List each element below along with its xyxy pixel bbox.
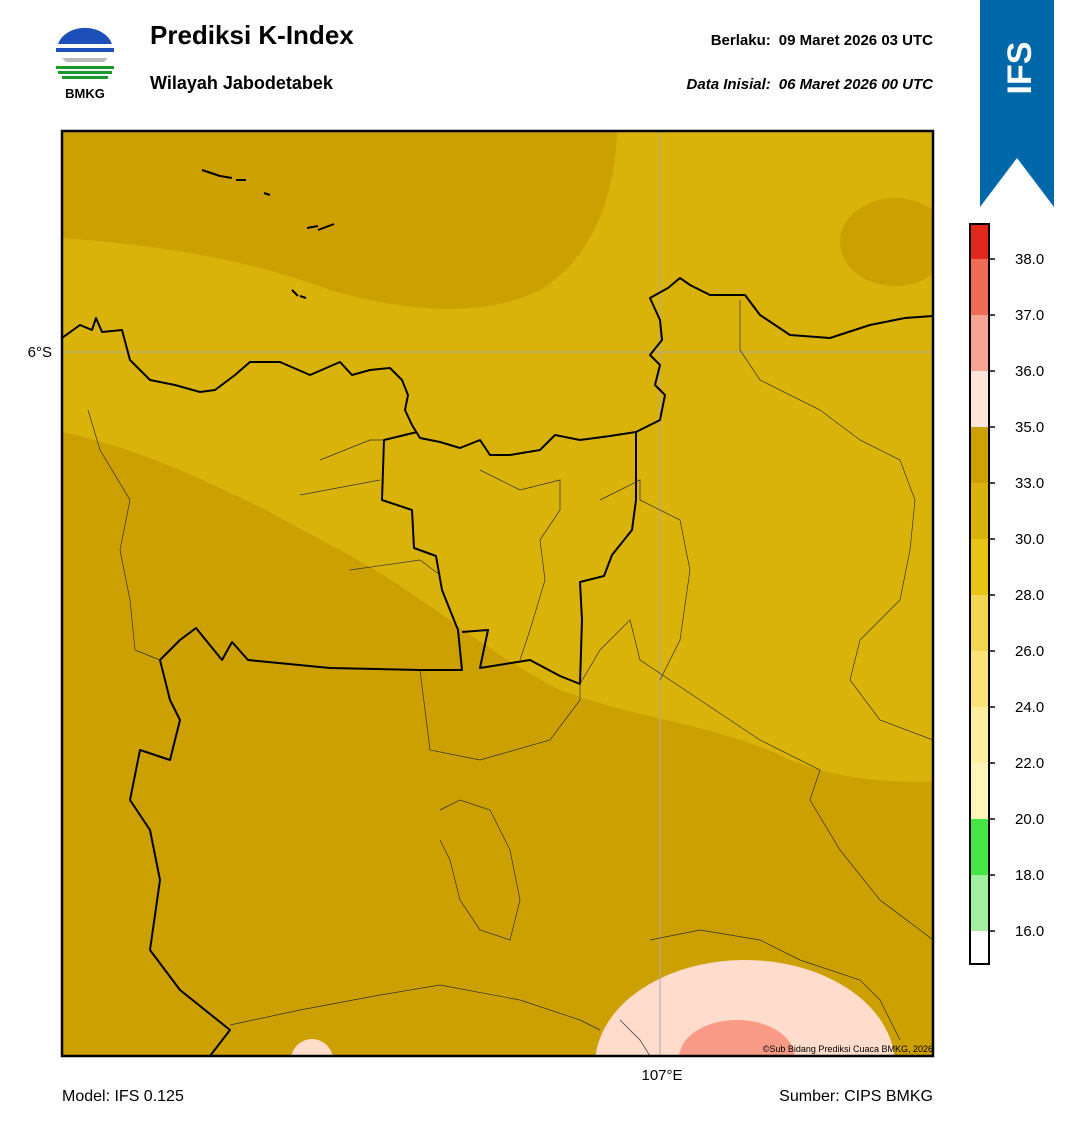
valid-time: Berlaku: 09 Maret 2026 03 UTC	[711, 32, 933, 49]
title: Prediksi K-Index	[150, 20, 354, 50]
colorbar-segment	[970, 224, 989, 259]
colorbar-tick-label: 18.0	[1015, 867, 1044, 884]
lon-label: 107°E	[641, 1067, 682, 1084]
colorbar-tick-label: 24.0	[1015, 699, 1044, 716]
colorbar: 16.0 18.0 20.0 22.0 24.0 26.0 28.0 30.0 33.0 35.0…	[969, 223, 1044, 965]
colorbar-segment	[970, 427, 989, 483]
colorbar-segment	[970, 707, 989, 763]
colorbar-segment	[970, 931, 989, 964]
colorbar-tick-label: 28.0	[1015, 587, 1044, 604]
colorbar-segment	[970, 875, 989, 931]
colorbar-segment	[970, 371, 989, 427]
colorbar-tick-label: 36.0	[1015, 363, 1044, 380]
colorbar-tick-label: 26.0	[1015, 643, 1044, 660]
init-label: Data Inisial:	[687, 76, 771, 93]
init-value: 06 Maret 2026 00 UTC	[779, 76, 934, 93]
colorbar-tick-label: 16.0	[1015, 923, 1044, 940]
colorbar-segment	[970, 539, 989, 595]
logo-text: BMKG	[65, 86, 105, 101]
copyright: ©Sub Bidang Prediksi Cuaca BMKG, 2026	[763, 1044, 933, 1054]
colorbar-segment	[970, 315, 989, 371]
badge-text: IFS	[1001, 42, 1039, 95]
map-frame	[60, 129, 935, 1058]
footer-model: Model: IFS 0.125	[62, 1088, 184, 1105]
colorbar-tick-label: 22.0	[1015, 755, 1044, 772]
colorbar-tick-label: 37.0	[1015, 307, 1044, 324]
colorbar-tick-label: 20.0	[1015, 811, 1044, 828]
colorbar-segment	[970, 819, 989, 875]
colorbar-segment	[970, 259, 989, 315]
model-badge: IFS	[980, 0, 1054, 207]
lat-label: 6°S	[28, 344, 52, 361]
colorbar-tick-label: 33.0	[1015, 475, 1044, 492]
colorbar-frame	[969, 223, 990, 965]
map: ©Sub Bidang Prediksi Cuaca BMKG, 2026	[62, 131, 933, 1056]
valid-label: Berlaku:	[711, 32, 771, 49]
colorbar-segment	[970, 651, 989, 707]
colorbar-segment	[970, 483, 989, 539]
valid-value: 09 Maret 2026 03 UTC	[779, 32, 933, 49]
colorbar-tick-label: 35.0	[1015, 419, 1044, 436]
init-time: Data Inisial: 06 Maret 2026 00 UTC	[687, 76, 935, 93]
colorbar-segment	[970, 595, 989, 651]
subtitle: Wilayah Jabodetabek	[150, 73, 334, 93]
colorbar-segment	[970, 763, 989, 819]
colorbar-tick-label: 38.0	[1015, 251, 1044, 268]
logo: BMKG	[56, 27, 114, 101]
colorbar-tick-label: 30.0	[1015, 531, 1044, 548]
footer-source: Sumber: CIPS BMKG	[779, 1088, 933, 1105]
